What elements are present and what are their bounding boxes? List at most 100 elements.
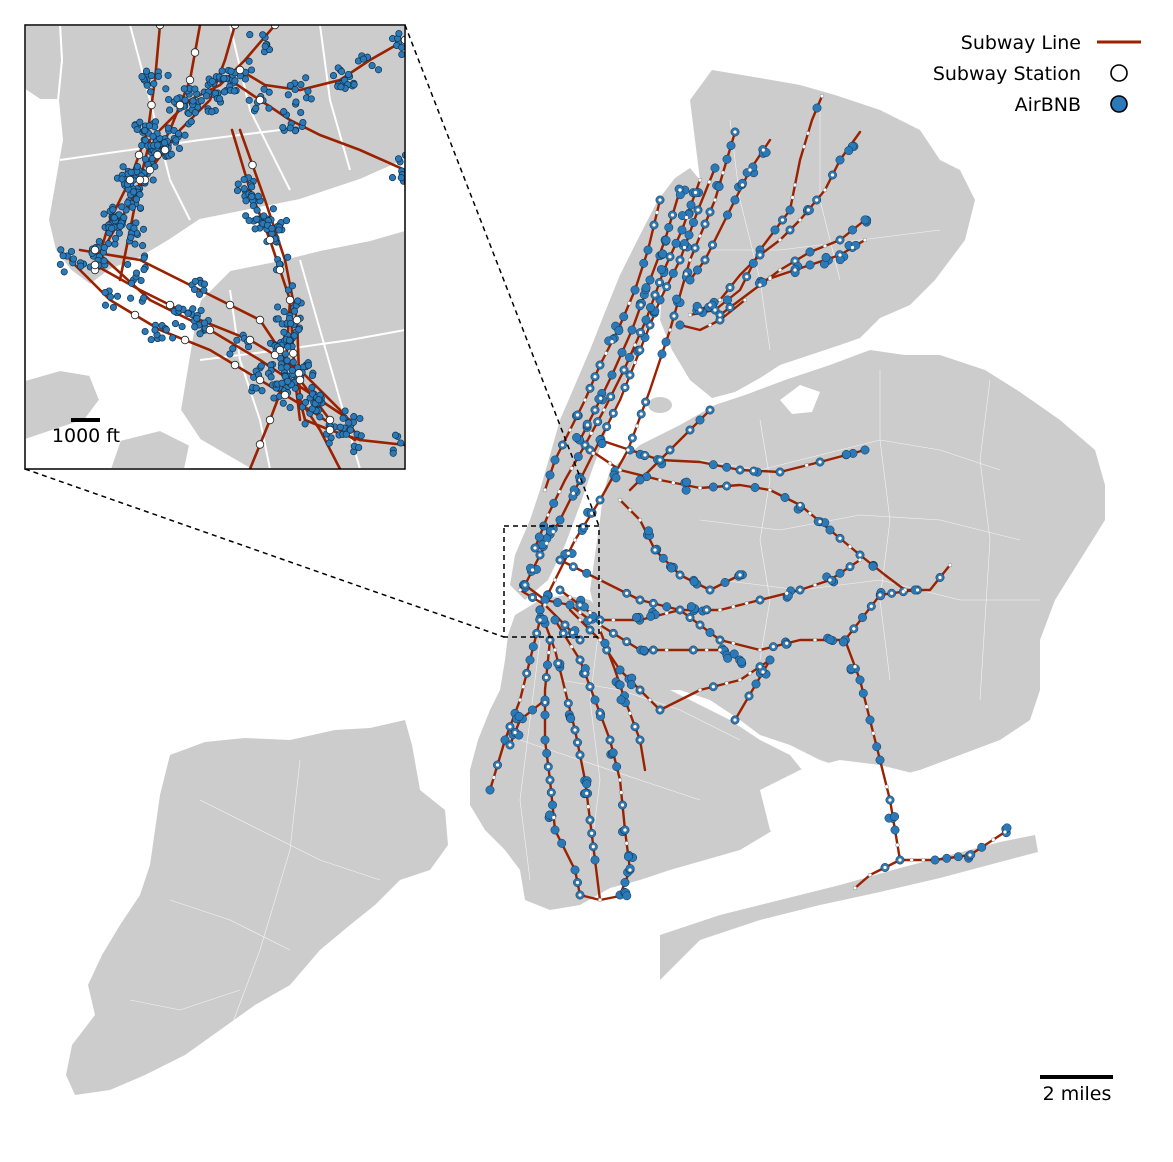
subway-station-marker xyxy=(567,595,573,600)
airbnb-marker xyxy=(283,356,291,365)
airbnb-marker xyxy=(118,175,126,183)
subway-station-marker xyxy=(603,351,609,356)
subway-station-marker xyxy=(627,372,633,378)
airbnb-marker xyxy=(555,515,565,525)
subway-station-marker xyxy=(522,582,528,588)
subway-station-marker xyxy=(608,394,613,399)
subway-station-marker xyxy=(682,245,687,250)
subway-station-marker xyxy=(790,195,795,200)
zoom-box xyxy=(503,525,600,638)
subway-station-marker xyxy=(638,302,644,308)
airbnb-marker xyxy=(661,337,671,347)
airbnb-marker xyxy=(253,215,261,223)
airbnb-marker xyxy=(844,146,854,156)
airbnb-marker xyxy=(619,312,629,322)
subway-station-marker xyxy=(607,737,613,743)
airbnb-marker xyxy=(247,66,256,74)
airbnb-marker xyxy=(284,91,292,99)
subway-station-marker xyxy=(619,790,624,795)
airbnb-marker xyxy=(150,80,158,88)
airbnb-marker xyxy=(689,577,699,587)
subway-station-marker xyxy=(657,707,663,713)
subway-station-marker xyxy=(687,427,693,433)
airbnb-marker xyxy=(226,350,234,358)
subway-station-marker xyxy=(801,144,807,149)
airbnb-marker xyxy=(230,87,238,95)
subway-station-marker xyxy=(697,233,703,239)
airbnb-marker xyxy=(142,67,151,75)
subway-station-marker xyxy=(572,537,578,543)
airbnb-marker xyxy=(137,276,145,285)
subway-station-marker xyxy=(757,282,763,288)
airbnb-marker xyxy=(812,103,822,113)
subway-station-marker xyxy=(546,650,551,655)
airbnb-marker xyxy=(875,755,885,765)
subway-station-marker xyxy=(767,487,773,493)
airbnb-marker xyxy=(286,124,294,132)
airbnb-marker xyxy=(233,187,242,195)
subway-station-marker xyxy=(822,187,828,193)
airbnb-marker xyxy=(329,72,338,80)
inset-scale-label: 1000 ft xyxy=(52,425,120,447)
subway-station-marker xyxy=(717,297,723,303)
inset-frame xyxy=(24,24,406,470)
subway-station-marker xyxy=(571,564,576,569)
airbnb-marker xyxy=(572,433,582,442)
subway-station-marker xyxy=(797,587,803,593)
airbnb-marker xyxy=(695,415,705,425)
rockaway xyxy=(660,835,1038,980)
airbnb-marker xyxy=(269,205,277,213)
airbnb-marker xyxy=(100,243,108,252)
subway-station-marker xyxy=(512,730,518,735)
airbnb-marker xyxy=(736,657,746,667)
subway-station-marker xyxy=(597,897,603,903)
airbnb-marker xyxy=(722,462,732,472)
airbnb-marker xyxy=(708,460,718,470)
airbnb-marker xyxy=(890,812,900,822)
airbnb-marker xyxy=(294,297,302,305)
subway-station-marker xyxy=(575,740,580,745)
airbnb-marker xyxy=(165,95,173,104)
airbnb-marker xyxy=(325,439,333,447)
airbnb-marker xyxy=(139,225,148,233)
airbnb-marker xyxy=(59,252,67,260)
airbnb-marker xyxy=(171,320,180,328)
airbnb-marker xyxy=(540,710,550,720)
airbnb-marker xyxy=(109,206,117,214)
subway-station-marker xyxy=(897,857,903,863)
airbnb-marker xyxy=(154,72,163,80)
airbnb-marker xyxy=(646,611,656,621)
airbnb-marker xyxy=(280,308,288,316)
subway-station-marker xyxy=(807,511,813,516)
airbnb-marker xyxy=(164,71,172,79)
airbnb-marker xyxy=(175,144,184,153)
subway-station-marker xyxy=(805,131,811,136)
airbnb-marker xyxy=(729,649,739,659)
subway-station-marker xyxy=(707,209,713,215)
airbnb-marker xyxy=(161,139,169,147)
airbnb-marker xyxy=(675,320,685,330)
subway-station-marker xyxy=(746,693,752,699)
airbnb-marker xyxy=(261,42,269,50)
airbnb-marker xyxy=(141,126,149,135)
subway-station-marker xyxy=(664,647,669,653)
airbnb-marker xyxy=(279,399,287,407)
subway-station-marker xyxy=(677,187,683,193)
airbnb-marker xyxy=(254,192,262,200)
subway-station-marker xyxy=(584,791,589,796)
airbnb-marker xyxy=(284,286,292,294)
subway-station-marker xyxy=(617,497,623,503)
airbnb-marker xyxy=(138,141,146,150)
island-small xyxy=(879,384,891,392)
subway-station-marker xyxy=(747,671,753,676)
subway-station-marker xyxy=(657,477,663,483)
airbnb-marker xyxy=(116,222,124,230)
subway-station-marker xyxy=(857,557,863,563)
airbnb-marker xyxy=(557,838,567,848)
airbnb-marker xyxy=(180,85,188,93)
subway-station-marker xyxy=(587,386,593,391)
subway-station-marker xyxy=(566,551,571,556)
airbnb-marker xyxy=(643,245,653,255)
airbnb-marker xyxy=(723,295,732,305)
